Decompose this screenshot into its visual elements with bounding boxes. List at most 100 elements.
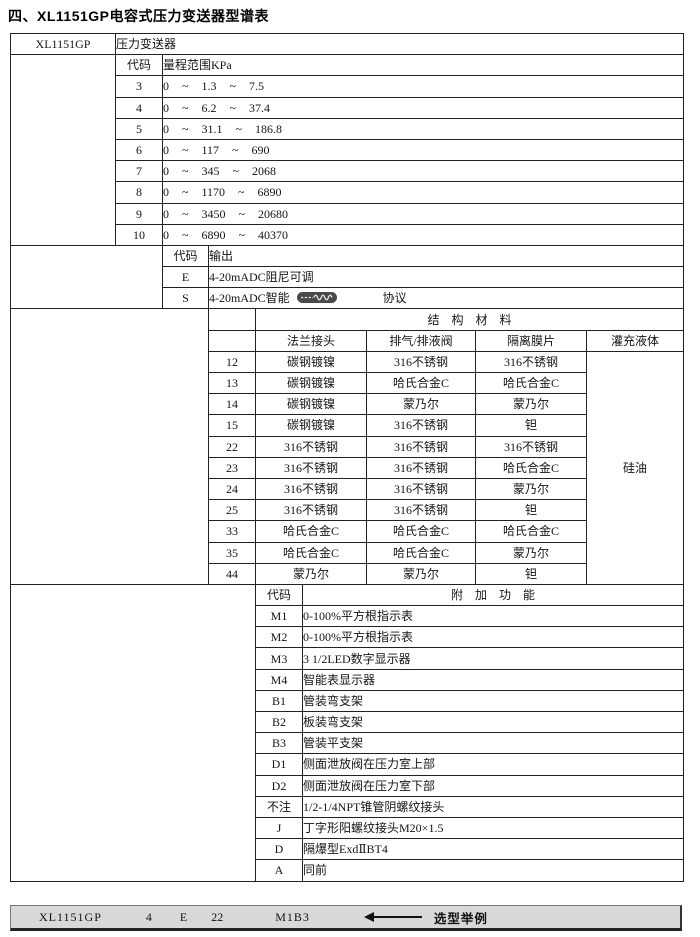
table-row: 10 0 ~ 6890 ~ 40370 — [11, 223, 685, 246]
output-desc-text: 协议 — [382, 291, 407, 306]
addon-code-cell: B1 — [255, 689, 303, 713]
range-code-cell: 5 — [115, 117, 163, 140]
code-header-cell: 代码 — [255, 583, 303, 607]
material-code-cell: 22 — [208, 435, 256, 458]
material-code-cell: 13 — [208, 371, 256, 395]
addon-desc-cell: 同前 — [301, 859, 685, 882]
flange-cell: 碳钢镀镍 — [255, 371, 367, 395]
material-code-cell: 25 — [208, 499, 256, 522]
addon-code-cell: M1 — [255, 605, 303, 628]
flange-cell: 碳钢镀镍 — [255, 350, 367, 374]
addon-desc-cell: 0-100%平方根指示表 — [301, 605, 685, 628]
material-code-cell: 15 — [208, 414, 256, 437]
material-code-cell: 44 — [208, 562, 256, 585]
diaphragm-cell: 蒙乃尔 — [475, 477, 587, 501]
addon-code-cell: A — [255, 859, 303, 882]
addon-code-cell: B2 — [255, 710, 303, 734]
table-row: S 4-20mADC智能 协议 — [11, 287, 685, 310]
table-row: 22 316不锈钢 316不锈钢 316不锈钢 — [11, 435, 684, 458]
table-row: D 隔爆型ExdⅡBT4 — [11, 838, 685, 861]
table-row: 13 碳钢镀镍 哈氏合金C 哈氏合金C — [11, 371, 684, 395]
addon-code-cell: 不注 — [255, 795, 303, 818]
model-name-cell: 压力变送器 — [114, 32, 685, 56]
addon-desc-cell: 板装弯支架 — [301, 710, 685, 734]
example-code-addon: M1B3 — [275, 909, 310, 924]
addon-desc-cell: 管装平支架 — [301, 732, 685, 755]
diaphragm-cell: 哈氏合金C — [475, 520, 587, 543]
table-row: D1 侧面泄放阀在压力室上部 — [11, 753, 685, 776]
vent-cell: 316不锈钢 — [366, 456, 476, 479]
diaphragm-cell: 蒙乃尔 — [475, 393, 587, 416]
vent-cell: 316不锈钢 — [366, 414, 476, 437]
diaphragm-cell: 钽 — [475, 499, 587, 522]
left-arrow-icon — [363, 912, 422, 922]
material-code-cell: 14 — [208, 393, 256, 416]
code-header-cell: 代码 — [162, 244, 209, 268]
vent-cell: 316不锈钢 — [366, 350, 476, 374]
table-row: 代码 量程范围KPa — [10, 54, 685, 246]
column-header-flange: 法兰接头 — [255, 329, 367, 352]
hart-protocol-logo — [296, 292, 337, 304]
range-header-cell: 量程范围KPa — [161, 54, 685, 77]
addon-code-cell: B3 — [255, 732, 303, 755]
example-model: XL1151GP — [39, 909, 102, 924]
material-code-cell: 23 — [208, 456, 256, 479]
fill-fluid-cell: 硅油 — [585, 350, 685, 585]
vent-cell: 蒙乃尔 — [366, 562, 476, 585]
vent-cell: 哈氏合金C — [366, 371, 476, 395]
example-code-material: 22 — [211, 909, 224, 924]
range-value-cell: 0 ~ 6890 ~ 40370 — [161, 223, 685, 246]
range-code-cell: 8 — [115, 181, 163, 204]
column-header-vent: 排气/排液阀 — [366, 329, 476, 352]
example-bar: XL1151GP 4 E 22 M1B3 选型举例 — [10, 905, 682, 931]
flange-cell: 哈氏合金C — [255, 541, 367, 564]
flange-cell: 哈氏合金C — [255, 520, 367, 543]
range-value-cell: 0 ~ 345 ~ 2068 — [161, 160, 685, 183]
addon-desc-cell: 丁字形阳螺纹接头M20×1.5 — [301, 816, 685, 840]
diaphragm-cell: 316不锈钢 — [475, 350, 587, 374]
addon-desc-cell: 智能表显示器 — [301, 668, 685, 691]
range-code-cell: 9 — [115, 202, 163, 225]
vent-cell: 哈氏合金C — [366, 541, 476, 564]
code-header-cell: 代码 — [115, 54, 163, 77]
diaphragm-cell: 钽 — [475, 562, 587, 585]
flange-cell: 316不锈钢 — [255, 435, 367, 458]
diaphragm-cell: 蒙乃尔 — [475, 541, 587, 564]
flange-cell: 316不锈钢 — [255, 456, 367, 479]
material-code-cell: 35 — [208, 541, 256, 564]
diaphragm-cell: 钽 — [475, 414, 587, 437]
range-code-cell: 6 — [115, 138, 163, 162]
addon-code-cell: D — [255, 838, 303, 861]
example-code-output: E — [179, 909, 188, 924]
range-value-cell: 0 ~ 3450 ~ 20680 — [161, 202, 685, 225]
addon-desc-cell: 0-100%平方根指示表 — [301, 626, 685, 649]
range-value-cell: 0 ~ 6.2 ~ 37.4 — [161, 96, 685, 119]
addon-code-cell: D1 — [255, 753, 303, 776]
range-value-cell: 0 ~ 1.3 ~ 7.5 — [161, 75, 685, 98]
addon-desc-cell: 3 1/2LED数字显示器 — [301, 647, 685, 670]
spec-table: XL1151GP 压力变送器 代码 量程范围KPa 3 0 ~ 1.3 ~ 7.5 4 0 ~… — [10, 32, 685, 882]
output-desc-cell: 4-20mADC阻尼可调 — [207, 266, 685, 289]
flange-cell: 碳钢镀镍 — [255, 414, 367, 437]
addons-header-cell: 附 加 功 能 — [301, 583, 685, 607]
spacer-cell — [208, 329, 256, 352]
spacer-cell — [10, 583, 256, 882]
range-value-cell: 0 ~ 31.1 ~ 186.8 — [161, 117, 685, 140]
example-code-range: 4 — [145, 909, 152, 924]
table-row: XL1151GP 压力变送器 — [10, 32, 685, 56]
material-code-cell: 33 — [208, 520, 256, 543]
column-header-fill-fluid: 灌充液体 — [585, 329, 685, 352]
vent-cell: 蒙乃尔 — [366, 393, 476, 416]
diaphragm-cell: 哈氏合金C — [475, 456, 587, 479]
output-code-cell: S — [162, 287, 209, 310]
vent-cell: 哈氏合金C — [366, 520, 476, 543]
spacer-cell — [10, 54, 116, 246]
addon-code-cell: D2 — [255, 774, 303, 797]
table-row: 25 316不锈钢 316不锈钢钽 — [11, 499, 684, 522]
range-code-cell: 10 — [115, 223, 163, 246]
column-header-diaphragm: 隔离膜片 — [475, 329, 587, 352]
table-row: 12 碳钢镀镍 316不锈钢 316不锈钢 硅油 — [11, 350, 685, 585]
